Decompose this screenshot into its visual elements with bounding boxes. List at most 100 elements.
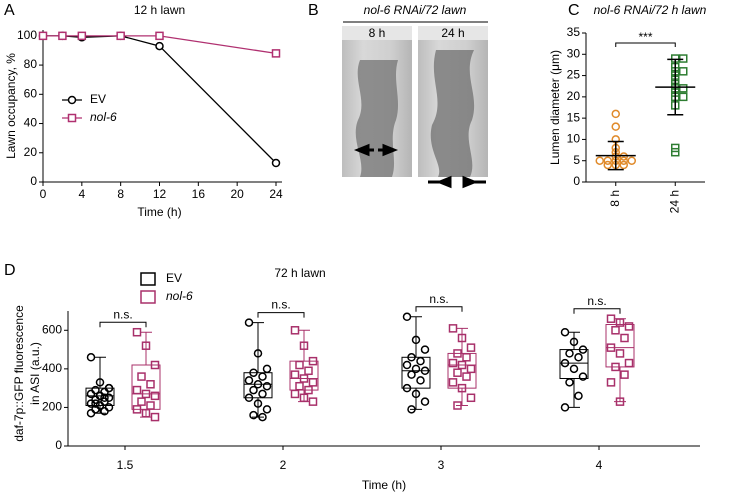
marker bbox=[620, 333, 629, 343]
marker bbox=[295, 381, 304, 391]
marker bbox=[258, 389, 267, 399]
marker bbox=[569, 364, 579, 374]
marker bbox=[86, 389, 96, 399]
box bbox=[559, 349, 589, 380]
marker bbox=[262, 364, 272, 374]
marker bbox=[620, 370, 629, 379]
significance-bracket bbox=[615, 42, 676, 47]
marker bbox=[155, 31, 164, 41]
marker bbox=[603, 160, 612, 170]
marker bbox=[290, 370, 300, 379]
marker bbox=[569, 337, 579, 347]
y-tick-label: 400 bbox=[42, 361, 62, 375]
marker bbox=[137, 372, 146, 381]
marker bbox=[574, 391, 583, 401]
marker bbox=[448, 324, 458, 333]
y-tick-label: 200 bbox=[42, 400, 62, 414]
significance-bracket bbox=[415, 306, 463, 312]
chart-title: 72 h lawn bbox=[274, 266, 325, 280]
marker bbox=[77, 31, 87, 41]
marker bbox=[560, 358, 570, 368]
marker bbox=[258, 412, 267, 422]
x-axis-label: Time (h) bbox=[137, 205, 181, 219]
marker bbox=[457, 333, 467, 343]
marker bbox=[671, 143, 680, 153]
marker bbox=[295, 360, 304, 370]
significance-label: *** bbox=[638, 30, 652, 44]
y-tick-label: 60 bbox=[24, 86, 38, 100]
error-bar bbox=[607, 140, 624, 171]
marker bbox=[308, 397, 318, 406]
marker bbox=[249, 410, 258, 420]
marker bbox=[420, 366, 430, 376]
marker bbox=[116, 31, 125, 41]
marker bbox=[104, 403, 114, 412]
marker bbox=[624, 322, 634, 331]
marker bbox=[407, 370, 416, 379]
marker bbox=[58, 31, 67, 41]
marker bbox=[615, 397, 625, 406]
marker bbox=[290, 389, 300, 399]
marker bbox=[606, 314, 616, 323]
marker bbox=[462, 372, 471, 381]
marker bbox=[249, 385, 258, 395]
box bbox=[401, 356, 431, 389]
significance-label: n.s. bbox=[113, 307, 132, 321]
marker bbox=[420, 397, 430, 406]
box bbox=[85, 387, 115, 406]
marker bbox=[299, 341, 309, 350]
legend-marker bbox=[67, 113, 77, 123]
marker bbox=[457, 383, 467, 393]
y-tick-label: 600 bbox=[42, 322, 62, 336]
marker bbox=[416, 356, 425, 366]
label-box bbox=[418, 26, 488, 40]
significance-bracket bbox=[257, 312, 305, 318]
legend-label: nol-6 bbox=[90, 110, 117, 124]
marker bbox=[86, 408, 96, 418]
marker bbox=[141, 408, 151, 418]
image-label: 8 h bbox=[369, 26, 386, 40]
marker bbox=[574, 353, 583, 362]
marker bbox=[146, 401, 155, 410]
x-tick-label: 16 bbox=[192, 187, 206, 201]
marker bbox=[249, 368, 258, 377]
significance-bracket bbox=[573, 308, 621, 314]
marker bbox=[411, 364, 421, 374]
marker bbox=[411, 335, 421, 345]
x-tick-label: 1.5 bbox=[117, 458, 134, 472]
marker bbox=[244, 393, 254, 403]
marker bbox=[262, 405, 272, 414]
marker bbox=[457, 360, 467, 370]
marker bbox=[253, 380, 263, 389]
arrow bbox=[378, 143, 399, 157]
x-tick-label: 8 h bbox=[608, 190, 622, 207]
marker bbox=[402, 383, 412, 393]
marker bbox=[91, 399, 100, 408]
image-title: nol-6 RNAi/72 lawn bbox=[364, 3, 467, 17]
error-bar bbox=[667, 58, 684, 116]
y-tick-label: 5 bbox=[573, 153, 580, 167]
marker bbox=[615, 318, 625, 327]
x-tick-label: 3 bbox=[438, 458, 445, 472]
marker bbox=[611, 109, 620, 119]
marker bbox=[671, 147, 680, 157]
x-tick-label: 0 bbox=[40, 187, 47, 201]
legend-label: EV bbox=[90, 92, 106, 106]
marker bbox=[244, 376, 254, 385]
marker bbox=[95, 391, 105, 401]
marker bbox=[453, 401, 462, 410]
marker bbox=[407, 405, 416, 414]
y-tick-label: 0 bbox=[55, 438, 62, 452]
marker bbox=[244, 318, 254, 327]
marker bbox=[627, 156, 636, 165]
micrograph-panel: nol-6 RNAi/72 lawn 8 h 24 h bbox=[342, 3, 488, 189]
marker bbox=[132, 405, 142, 414]
y-tick-label: 15 bbox=[567, 110, 581, 124]
label-box bbox=[342, 26, 412, 40]
marker bbox=[462, 353, 471, 362]
y-tick-label: 30 bbox=[567, 46, 581, 60]
marker bbox=[679, 84, 688, 93]
legend-swatch bbox=[140, 290, 156, 304]
marker bbox=[258, 372, 267, 381]
chart-title: 12 h lawn bbox=[134, 3, 185, 17]
